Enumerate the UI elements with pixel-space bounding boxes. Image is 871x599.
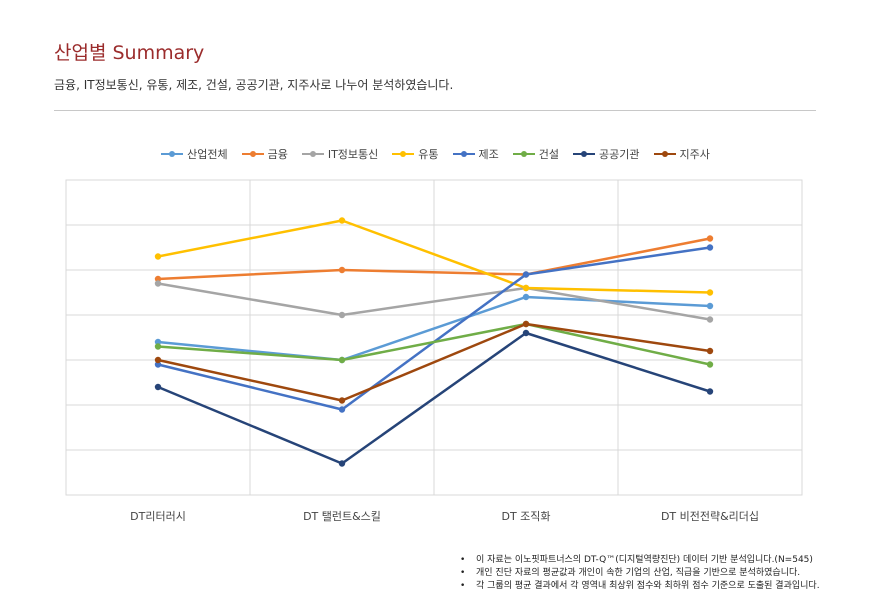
footnote-bullet: • xyxy=(460,568,466,578)
legend-swatch xyxy=(452,149,475,159)
legend-item: IT정보통신 xyxy=(301,146,379,162)
data-point xyxy=(706,316,714,323)
legend-label: 제조 xyxy=(478,148,499,161)
data-point xyxy=(522,320,530,328)
footnote-text: 이 자료는 이노핏파트너스의 DT-Q™(디지털역량진단) 데이터 기반 분석입… xyxy=(476,555,813,565)
legend-item: 유통 xyxy=(392,146,439,162)
series-line xyxy=(157,322,711,366)
data-point xyxy=(154,356,162,364)
series-line xyxy=(157,331,711,465)
series-line xyxy=(157,322,711,402)
data-point xyxy=(706,289,714,296)
data-point xyxy=(706,347,714,355)
footnotes: • 이 자료는 이노핏파트너스의 DT-Q™(디지털역량진단) 데이터 기반 분석… xyxy=(460,554,820,593)
footnote-bullet: • xyxy=(460,581,466,591)
legend-item: 산업전체 xyxy=(161,146,228,162)
legend-label: IT정보통신 xyxy=(327,148,379,161)
footnote-text: 각 그룹의 평균 결과에서 각 영역내 최상위 점수와 최하위 점수 기준으로 … xyxy=(476,581,820,591)
footnote-item: • 개인 진단 자료의 평균값과 개인이 속한 기업의 산업, 직급을 기반으로 … xyxy=(460,567,820,580)
legend-swatch xyxy=(241,149,264,159)
legend-swatch xyxy=(653,149,676,159)
legend-label: 유통 xyxy=(418,148,439,161)
series-line xyxy=(157,219,711,294)
series-line xyxy=(157,282,711,321)
series-line xyxy=(157,237,711,281)
page-title: 산업별 Summary xyxy=(54,42,205,64)
data-point xyxy=(338,356,346,364)
data-point xyxy=(154,280,162,287)
legend-label: 지주사 xyxy=(679,148,710,161)
footnote-bullet: • xyxy=(460,555,466,565)
footnote-item: • 각 그룹의 평균 결과에서 각 영역내 최상위 점수와 최하위 점수 기준으로… xyxy=(460,580,820,593)
legend-swatch xyxy=(512,149,535,159)
x-tick-label: DT 비전전략&리더십 xyxy=(661,510,759,523)
data-point xyxy=(706,302,714,310)
data-point xyxy=(154,253,162,260)
legend-swatch xyxy=(573,149,596,159)
data-point xyxy=(338,311,346,319)
data-point xyxy=(522,284,530,292)
legend-item: 건설 xyxy=(512,146,560,162)
legend-item: 지주사 xyxy=(653,146,710,162)
legend-label: 금융 xyxy=(267,148,288,161)
data-point xyxy=(154,343,162,350)
data-point xyxy=(706,388,714,395)
data-point xyxy=(338,406,346,413)
data-point xyxy=(154,383,162,391)
legend-item: 제조 xyxy=(452,146,499,162)
legend-label: 공공기관 xyxy=(599,148,640,161)
divider xyxy=(54,110,816,111)
legend-label: 산업전체 xyxy=(187,148,228,161)
legend-swatch xyxy=(392,149,415,159)
legend-label: 건설 xyxy=(538,148,560,161)
legend-item: 공공기관 xyxy=(573,146,640,162)
chart-legend: 산업전체 금융 IT정보통신 유통 제조 건설 공공기관 지주사 xyxy=(0,146,871,162)
x-tick-label: DT리터러시 xyxy=(130,510,186,523)
legend-item: 금융 xyxy=(241,146,288,162)
data-point xyxy=(154,275,162,283)
page-subtitle: 금융, IT정보통신, 유통, 제조, 건설, 공공기관, 지주사로 나누어 분… xyxy=(54,78,454,92)
legend-swatch xyxy=(301,149,324,159)
data-point xyxy=(338,397,346,404)
footnote-item: • 이 자료는 이노핏파트너스의 DT-Q™(디지털역량진단) 데이터 기반 분석… xyxy=(460,554,820,567)
data-point xyxy=(706,244,714,251)
x-tick-label: DT 조직화 xyxy=(501,510,550,523)
data-point xyxy=(154,361,162,368)
data-point xyxy=(154,338,162,346)
data-point xyxy=(338,217,346,224)
x-tick-label: DT 탤런트&스킬 xyxy=(303,510,381,523)
series-line xyxy=(157,295,711,362)
data-point xyxy=(706,361,714,368)
data-point xyxy=(706,235,714,242)
footnote-text: 개인 진단 자료의 평균값과 개인이 속한 기업의 산업, 직급을 기반으로 분… xyxy=(476,568,801,578)
data-point xyxy=(522,329,530,337)
data-point xyxy=(338,266,346,274)
data-point xyxy=(338,460,346,467)
data-point xyxy=(522,271,530,278)
data-point xyxy=(522,293,530,301)
legend-swatch xyxy=(161,149,184,159)
